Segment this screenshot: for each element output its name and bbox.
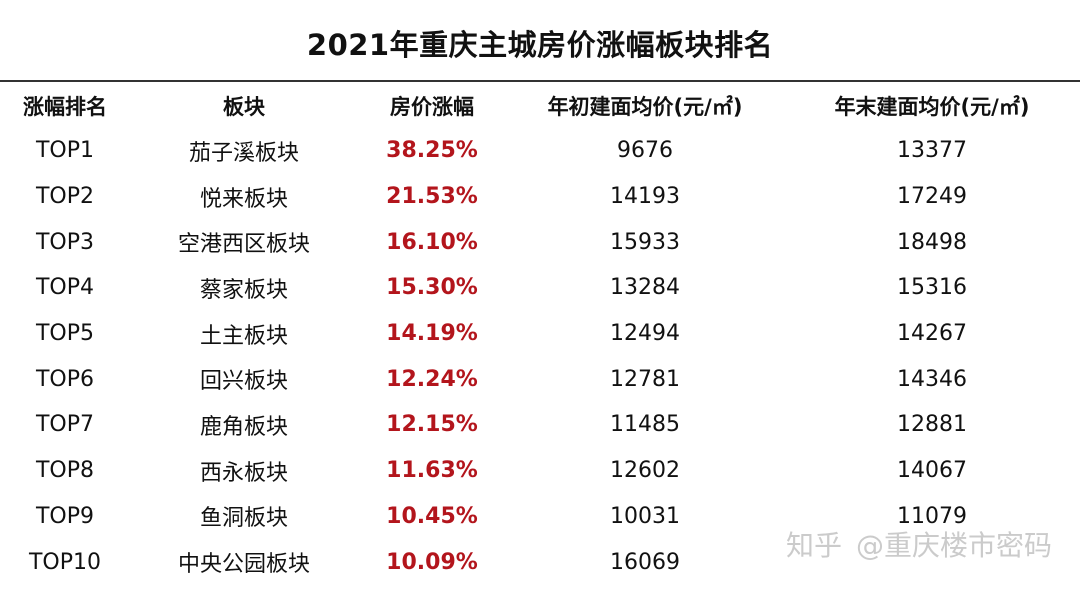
end-price-cell: 14346	[897, 366, 967, 392]
district-cell: 鹿角板块	[199, 414, 288, 440]
district-cell: 鱼洞板块	[199, 506, 288, 532]
start-price-cell: 13284	[610, 275, 680, 301]
rank-cell: TOP4	[35, 275, 95, 301]
start-price-cell: 16069	[610, 549, 680, 575]
table-row: TOP3 空港西区板块 16.10% 15933 18498	[0, 219, 1080, 265]
district-cell: 回兴板块	[199, 369, 288, 395]
start-price-cell: 12602	[610, 458, 680, 484]
end-price-cell: 12881	[897, 412, 967, 438]
title-divider	[0, 80, 1080, 82]
end-price-cell: 17249	[897, 184, 967, 210]
header-district: 板块	[223, 95, 265, 119]
end-price-cell: 14267	[897, 321, 967, 347]
growth-cell: 15.30%	[386, 275, 478, 301]
header-growth: 房价涨幅	[390, 95, 474, 119]
district-cell: 悦来板块	[199, 186, 288, 212]
table-row: TOP7 鹿角板块 12.15% 11485 12881	[0, 402, 1080, 448]
rank-cell: TOP10	[28, 549, 101, 575]
rank-cell: TOP6	[35, 366, 95, 392]
rank-cell: TOP8	[35, 458, 95, 484]
district-cell: 蔡家板块	[199, 277, 288, 303]
header-start-price: 年初建面均价(元/㎡)	[547, 95, 743, 119]
growth-cell: 10.45%	[386, 503, 478, 529]
end-price-cell: 11079	[897, 503, 967, 529]
table-row: TOP10 中央公园板块 10.09% 16069	[0, 539, 1080, 585]
watermark: 知乎 @重庆楼市密码	[786, 524, 1052, 564]
end-price-cell: 13377	[897, 138, 967, 164]
growth-cell: 21.53%	[386, 184, 478, 210]
zhihu-logo: 知乎	[785, 529, 842, 562]
district-cell: 茄子溪板块	[188, 140, 299, 166]
table-row: TOP5 土主板块 14.19% 12494 14267	[0, 311, 1080, 357]
rank-cell: TOP1	[35, 138, 95, 164]
header-end-price: 年末建面均价(元/㎡)	[834, 95, 1030, 119]
rank-cell: TOP2	[35, 184, 95, 210]
district-cell: 中央公园板块	[177, 552, 310, 578]
end-price-cell: 14067	[897, 458, 967, 484]
table-row: TOP6 回兴板块 12.24% 12781 14346	[0, 356, 1080, 402]
table-row: TOP8 西永板块 11.63% 12602 14067	[0, 448, 1080, 494]
end-price-cell: 15316	[897, 275, 967, 301]
start-price-cell: 15933	[610, 229, 680, 255]
header-rank: 涨幅排名	[23, 95, 107, 119]
table-row: TOP1 茄子溪板块 38.25% 9676 13377	[0, 128, 1080, 174]
district-cell: 土主板块	[199, 323, 288, 349]
rank-cell: TOP9	[35, 503, 95, 529]
growth-cell: 12.24%	[386, 366, 478, 392]
district-cell: 西永板块	[199, 460, 288, 486]
growth-cell: 12.15%	[386, 412, 478, 438]
watermark-account: @重庆楼市密码	[855, 529, 1052, 562]
page-title: 2021年重庆主城房价涨幅板块排名	[306, 28, 774, 62]
start-price-cell: 9676	[617, 138, 673, 164]
table-row: TOP9 鱼洞板块 10.45% 10031 11079	[0, 494, 1080, 540]
growth-cell: 16.10%	[386, 229, 478, 255]
growth-cell: 38.25%	[386, 138, 478, 164]
table-row: TOP2 悦来板块 21.53% 14193 17249	[0, 174, 1080, 220]
rank-cell: TOP5	[35, 321, 95, 347]
growth-cell: 14.19%	[386, 321, 478, 347]
table-row: TOP4 蔡家板块 15.30% 13284 15316	[0, 265, 1080, 311]
end-price-cell: 18498	[897, 229, 967, 255]
growth-cell: 11.63%	[386, 458, 478, 484]
start-price-cell: 12781	[610, 366, 680, 392]
ranking-table: 涨幅排名 板块 房价涨幅 年初建面均价(元/㎡) 年末建面均价(元/㎡) TOP…	[0, 84, 1080, 585]
start-price-cell: 10031	[610, 503, 680, 529]
district-cell: 空港西区板块	[177, 232, 310, 258]
growth-cell: 10.09%	[386, 549, 478, 575]
start-price-cell: 12494	[610, 321, 680, 347]
rank-cell: TOP7	[35, 412, 95, 438]
rank-cell: TOP3	[35, 229, 95, 255]
start-price-cell: 14193	[610, 184, 680, 210]
start-price-cell: 11485	[610, 412, 680, 438]
header-row: 涨幅排名 板块 房价涨幅 年初建面均价(元/㎡) 年末建面均价(元/㎡)	[0, 84, 1080, 128]
